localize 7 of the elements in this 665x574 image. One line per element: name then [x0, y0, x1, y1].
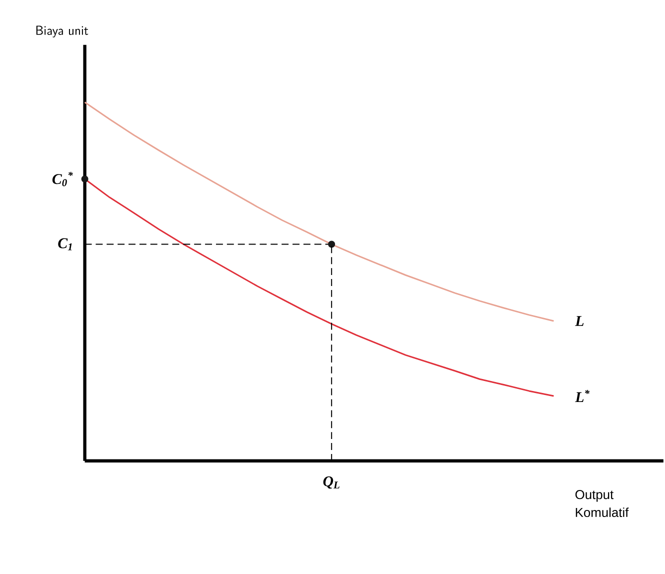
text: C$_{1}$	[58, 238, 72, 250]
x-axis-title: Output Komulatif	[575, 490, 629, 518]
series-label: L$^{*}$	[575, 390, 590, 402]
text: Biaya unit	[36, 26, 88, 38]
series-label: L	[575, 316, 584, 326]
text: Q$_{L}$	[323, 476, 340, 489]
annotation: C$_{0}$*	[52, 172, 73, 186]
